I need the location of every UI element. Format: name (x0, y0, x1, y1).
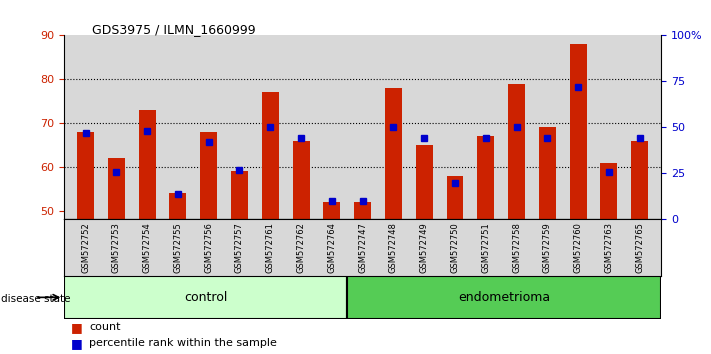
Text: disease state: disease state (1, 294, 70, 304)
Text: count: count (89, 322, 120, 332)
Text: GSM572754: GSM572754 (143, 222, 151, 273)
Bar (477, 136, 494, 219)
Text: GDS3975 / ILMN_1660999: GDS3975 / ILMN_1660999 (92, 23, 256, 36)
Bar (347, 276, 661, 319)
Bar (108, 158, 125, 219)
Text: control: control (184, 291, 228, 304)
Bar (508, 84, 525, 219)
Text: GSM572753: GSM572753 (112, 222, 121, 273)
Text: ■: ■ (71, 337, 83, 350)
Bar (262, 92, 279, 219)
Bar (570, 44, 587, 219)
Bar (354, 202, 371, 219)
Text: GSM572759: GSM572759 (542, 222, 552, 273)
Text: GSM572763: GSM572763 (604, 222, 614, 273)
Text: endometrioma: endometrioma (458, 291, 550, 304)
Text: GSM572756: GSM572756 (204, 222, 213, 273)
Bar (631, 141, 648, 219)
Bar (201, 132, 217, 219)
Text: GSM572765: GSM572765 (635, 222, 644, 273)
Bar (292, 141, 309, 219)
Text: ■: ■ (71, 321, 83, 334)
Text: GSM572762: GSM572762 (296, 222, 306, 273)
Bar (139, 110, 156, 219)
Bar (416, 145, 433, 219)
Text: GSM572758: GSM572758 (512, 222, 521, 273)
Bar (447, 176, 464, 219)
Bar (385, 88, 402, 219)
Text: GSM572751: GSM572751 (481, 222, 491, 273)
Bar (539, 127, 556, 219)
Text: GSM572761: GSM572761 (266, 222, 274, 273)
Text: GSM572752: GSM572752 (81, 222, 90, 273)
Text: GSM572749: GSM572749 (419, 222, 429, 273)
Text: GSM572750: GSM572750 (451, 222, 459, 273)
Text: GSM572747: GSM572747 (358, 222, 367, 273)
Text: GSM572748: GSM572748 (389, 222, 398, 273)
Text: percentile rank within the sample: percentile rank within the sample (89, 338, 277, 348)
Bar (77, 132, 94, 219)
Text: GSM572755: GSM572755 (173, 222, 183, 273)
Text: GSM572757: GSM572757 (235, 222, 244, 273)
Text: GSM572764: GSM572764 (327, 222, 336, 273)
Text: GSM572760: GSM572760 (574, 222, 582, 273)
Bar (324, 202, 341, 219)
Bar (64, 276, 347, 319)
Bar (169, 193, 186, 219)
Bar (600, 162, 617, 219)
Bar (231, 171, 248, 219)
